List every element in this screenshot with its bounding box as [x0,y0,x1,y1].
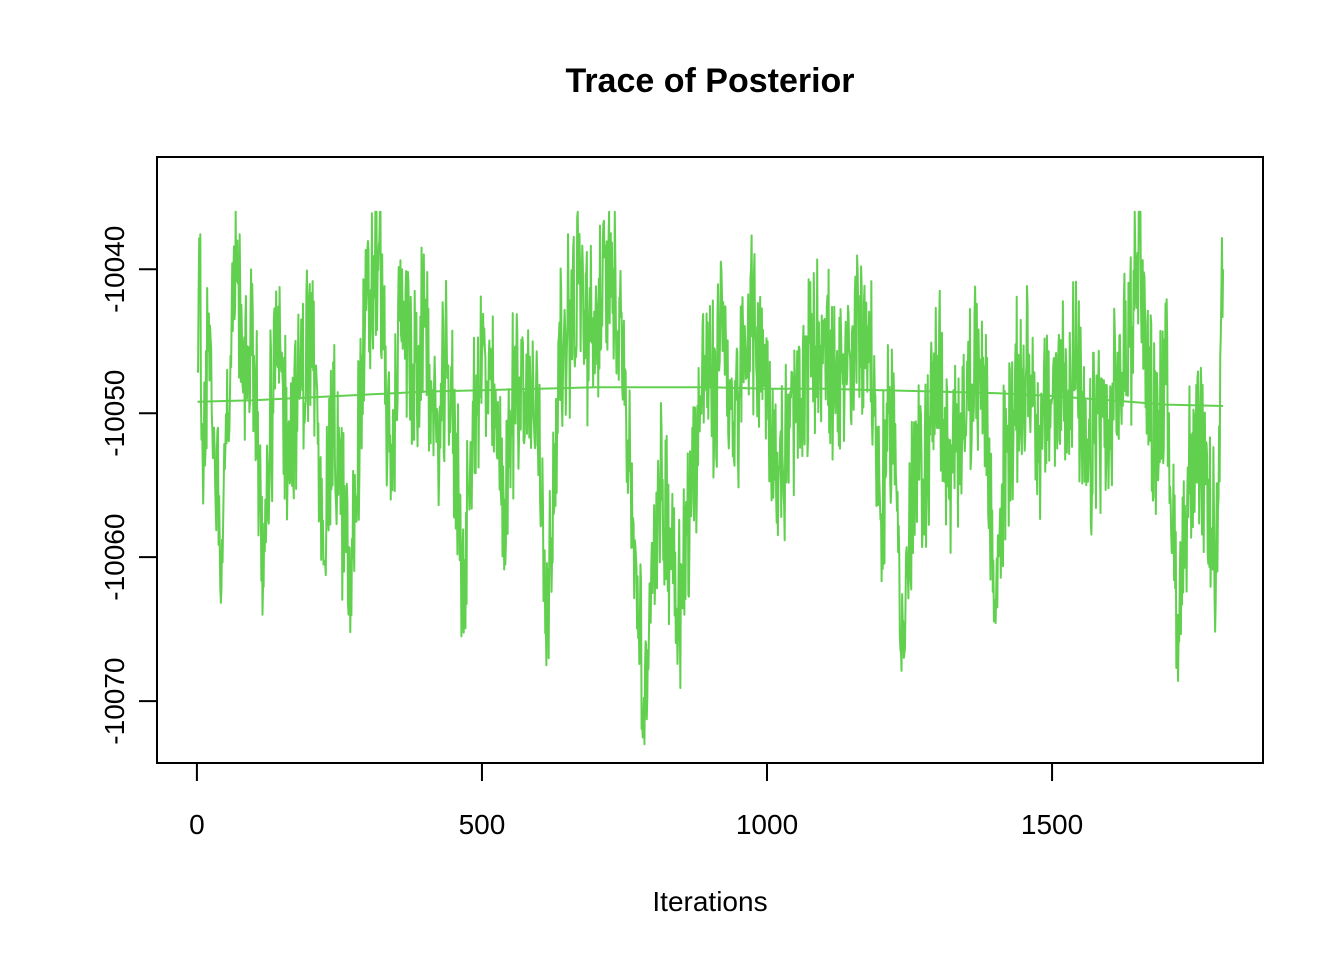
y-tick-label: -10040 [99,226,130,313]
chart-title: Trace of Posterior [565,62,854,100]
plot-area [196,210,1225,746]
y-tick-label: -10070 [99,658,130,745]
y-axis: -10040 -10050 -10060 -10070 [99,226,158,745]
y-tick-label: -10050 [99,370,130,457]
posterior-trace-line [196,210,1225,746]
y-tick-label: -10060 [99,514,130,601]
x-tick-label: 500 [459,809,506,840]
x-tick-label: 1000 [736,809,798,840]
x-axis: 0 500 1000 1500 [189,762,1083,840]
x-axis-label: Iterations [652,886,767,917]
smoothed-mean-line [197,386,1224,408]
x-tick-label: 1500 [1021,809,1083,840]
x-tick-label: 0 [189,809,205,840]
